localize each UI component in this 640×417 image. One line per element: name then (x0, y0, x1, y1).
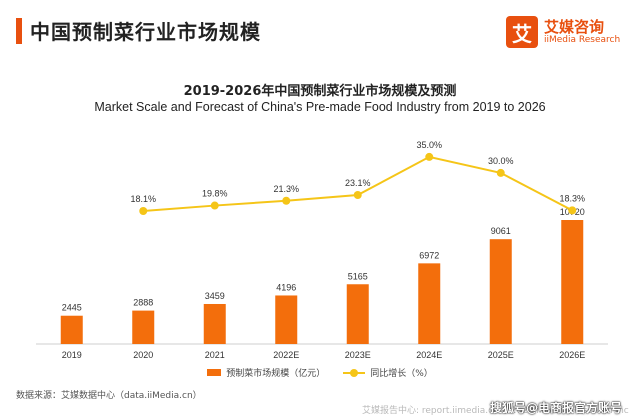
bar-value-label-2025E: 9061 (491, 226, 511, 236)
x-tick-label-2026E: 2026E (559, 350, 585, 360)
bar-value-label-2021: 3459 (205, 291, 225, 301)
page-title: 中国预制菜行业市场规模 (30, 20, 261, 44)
legend-bar-swatch (207, 369, 222, 376)
chart-subtitle: Market Scale and Forecast of China's Pre… (94, 100, 546, 114)
chart-title: 2019-2026年中国预制菜行业市场规模及预测 (183, 84, 457, 99)
iimedia-logo: 艾 艾媒咨询 iiMedia Research (506, 16, 626, 50)
bar-2020 (132, 310, 155, 344)
bar-value-label-2019: 2445 (62, 303, 82, 313)
bar-value-label-2024E: 6972 (419, 250, 439, 260)
chart-legend: 预制菜市场规模（亿元） 同比增长（%） (0, 366, 640, 379)
growth-label-2021: 19.8% (202, 189, 228, 199)
footer-watermark: 搜狐号@电商报官方账号 (490, 401, 623, 415)
bar-2022E (275, 295, 298, 344)
legend-label-market-scale: 预制菜市场规模（亿元） (226, 369, 326, 379)
legend-item-growth: 同比增长（%） (343, 366, 433, 379)
x-tick-label-2019: 2019 (62, 350, 82, 360)
x-tick-label-2020: 2020 (133, 350, 153, 360)
bar-2026E (561, 220, 584, 344)
data-source-note: 数据来源：艾媒数据中心（data.iiMedia.cn） (16, 391, 202, 401)
growth-label-2023E: 23.1% (345, 178, 371, 188)
bar-value-label-2022E: 4196 (276, 282, 296, 292)
x-tick-label-2021: 2021 (205, 350, 225, 360)
x-tick-label-2025E: 2025E (488, 350, 514, 360)
growth-label-2024E: 35.0% (416, 140, 442, 150)
bar-value-label-2020: 2888 (133, 298, 153, 308)
legend-line-swatch (343, 368, 366, 377)
growth-label-2020: 18.1% (130, 194, 156, 204)
growth-point-2025E (496, 168, 505, 177)
market-scale-chart: 2445 2019 2888 2020 3459 2021 4196 2022E 5165 202… (36, 140, 608, 360)
growth-point-2026E (568, 206, 577, 215)
growth-point-2023E (353, 191, 362, 199)
logo-english-name: iiMedia Research (544, 35, 621, 45)
growth-point-2022E (282, 196, 291, 205)
growth-point-2020 (139, 207, 148, 215)
growth-label-2025E: 30.0% (488, 156, 514, 166)
bar-2025E (489, 239, 512, 344)
header-accent-bar (16, 18, 22, 44)
growth-label-2022E: 21.3% (273, 184, 299, 194)
logo-name: 艾媒咨询 (544, 18, 605, 36)
x-tick-label-2023E: 2023E (345, 350, 371, 360)
bar-2019 (60, 315, 83, 344)
legend-label-growth: 同比增长（%） (370, 369, 433, 379)
logo-mark: 艾 (506, 16, 538, 48)
growth-label-2026E: 18.3% (559, 193, 585, 203)
bar-value-label-2023E: 5165 (348, 271, 368, 281)
footer: 艾媒报告中心: report.iimedia.cn ©2022 iiMedia … (0, 398, 640, 417)
x-tick-label-2024E: 2024E (416, 350, 442, 360)
legend-item-market-scale: 预制菜市场规模（亿元） (207, 366, 325, 379)
bar-2023E (346, 284, 369, 344)
bar-2024E (418, 263, 441, 344)
x-tick-label-2022E: 2022E (273, 350, 299, 360)
growth-point-2024E (425, 152, 434, 161)
bar-2021 (203, 303, 226, 344)
growth-point-2021 (210, 201, 219, 210)
footer-copyright: 艾媒报告中心: report.iimedia.cn ©2022 iiMedia … (362, 406, 629, 416)
